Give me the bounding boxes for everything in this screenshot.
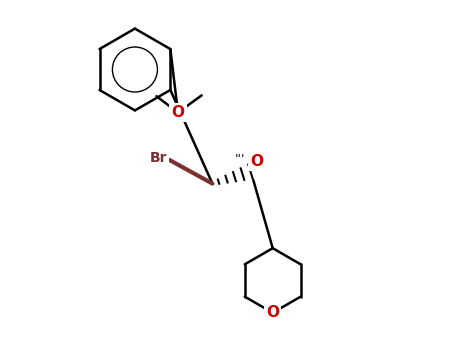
Text: ''': ''': [234, 153, 245, 167]
Text: O: O: [250, 154, 263, 169]
Text: Br: Br: [150, 151, 167, 165]
Text: O: O: [266, 305, 279, 320]
Text: O: O: [172, 105, 184, 120]
